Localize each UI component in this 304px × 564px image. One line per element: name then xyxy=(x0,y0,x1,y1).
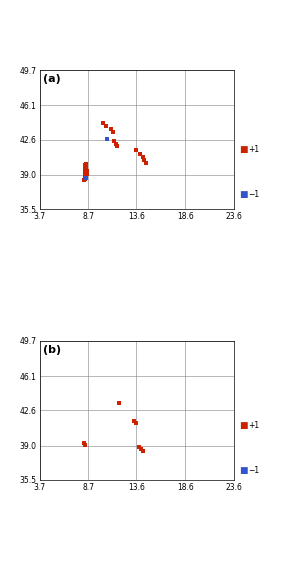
Text: (a): (a) xyxy=(43,74,61,85)
Text: −1: −1 xyxy=(248,466,259,475)
Text: ■: ■ xyxy=(239,466,247,475)
Text: +1: +1 xyxy=(248,145,259,154)
Text: ■: ■ xyxy=(239,145,247,154)
Text: −1: −1 xyxy=(248,190,259,199)
Text: ■: ■ xyxy=(239,190,247,199)
Text: (b): (b) xyxy=(43,345,61,355)
Text: ■: ■ xyxy=(239,421,247,430)
Text: +1: +1 xyxy=(248,421,259,430)
